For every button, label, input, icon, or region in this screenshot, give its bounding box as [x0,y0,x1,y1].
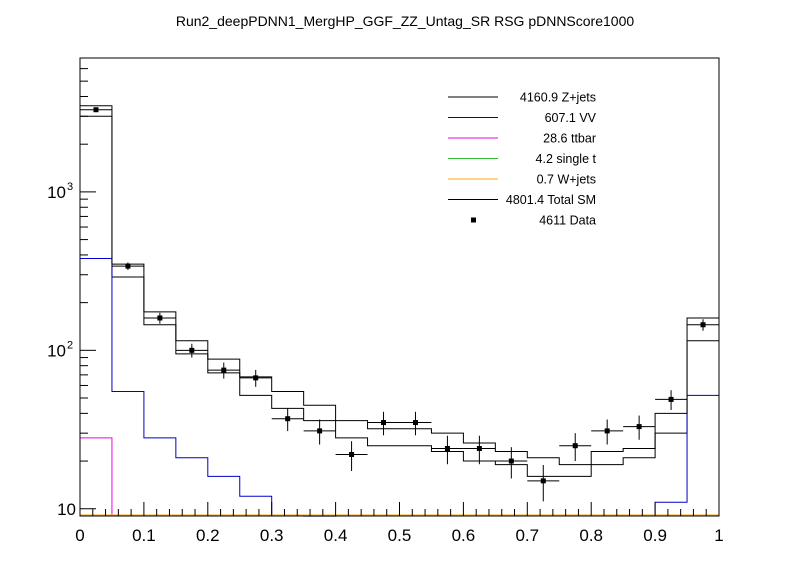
series-vv-line [79,257,720,517]
histogram-layer [79,105,720,517]
x-axis: 0 0.1 0.2 0.3 0.4 0.5 0.6 0.7 0.8 0.9 1 [75,502,724,545]
data-point [381,420,387,426]
data-point [317,428,323,434]
series-total-sm-line [79,105,720,515]
y-tick-label: 10 [57,500,76,519]
legend-data-marker [471,217,476,223]
y-tick-exponent: 3 [67,181,73,193]
legend-entry-label: 28.6 ttbar [543,132,596,146]
data-point [508,458,514,464]
data-point [476,446,482,452]
data-point [189,347,195,353]
data-point [668,396,674,402]
data-point [221,367,227,373]
legend-entry-label: 0.7 W+jets [537,173,596,187]
x-tick-label: 0.5 [388,526,412,545]
data-points-layer [80,107,719,502]
data-point [444,446,450,452]
data-point [540,478,546,484]
data-point [253,375,259,381]
y-tick-exponent: 2 [67,339,73,351]
data-point [604,428,610,434]
data-point [157,315,163,321]
x-tick-label: 0.9 [643,526,667,545]
x-tick-label: 0.3 [260,526,284,545]
data-point [93,107,99,113]
legend-entry-label: 607.1 VV [545,111,597,125]
data-point [700,322,706,328]
x-tick-label: 0.7 [515,526,539,545]
data-point [412,420,418,426]
legend-entry-label: 4.2 single t [536,152,597,166]
x-tick-label: 0.1 [132,526,156,545]
data-point [636,424,642,430]
legend-entry-label: 4611 Data [539,214,596,228]
legend-entry-label: 4801.4 Total SM [506,193,596,207]
data-point [125,263,131,269]
x-tick-label: 0 [75,526,84,545]
data-point [572,443,578,449]
x-tick-label: 0.2 [196,526,220,545]
data-point [349,452,355,458]
legend: 4160.9 Z+jets 607.1 VV 28.6 ttbar 4.2 singl… [448,91,597,228]
x-tick-label: 0.4 [324,526,348,545]
chart-title: Run2_deepPDNN1_MergHP_GGF_ZZ_Untag_SR RS… [176,13,635,29]
legend-entry-label: 4160.9 Z+jets [520,91,596,105]
y-tick-label: 10 [47,183,66,202]
x-tick-label: 1 [714,526,723,545]
x-tick-label: 0.8 [579,526,603,545]
y-tick-label: 10 [47,341,66,360]
x-tick-label: 0.6 [452,526,476,545]
data-point [285,416,291,422]
